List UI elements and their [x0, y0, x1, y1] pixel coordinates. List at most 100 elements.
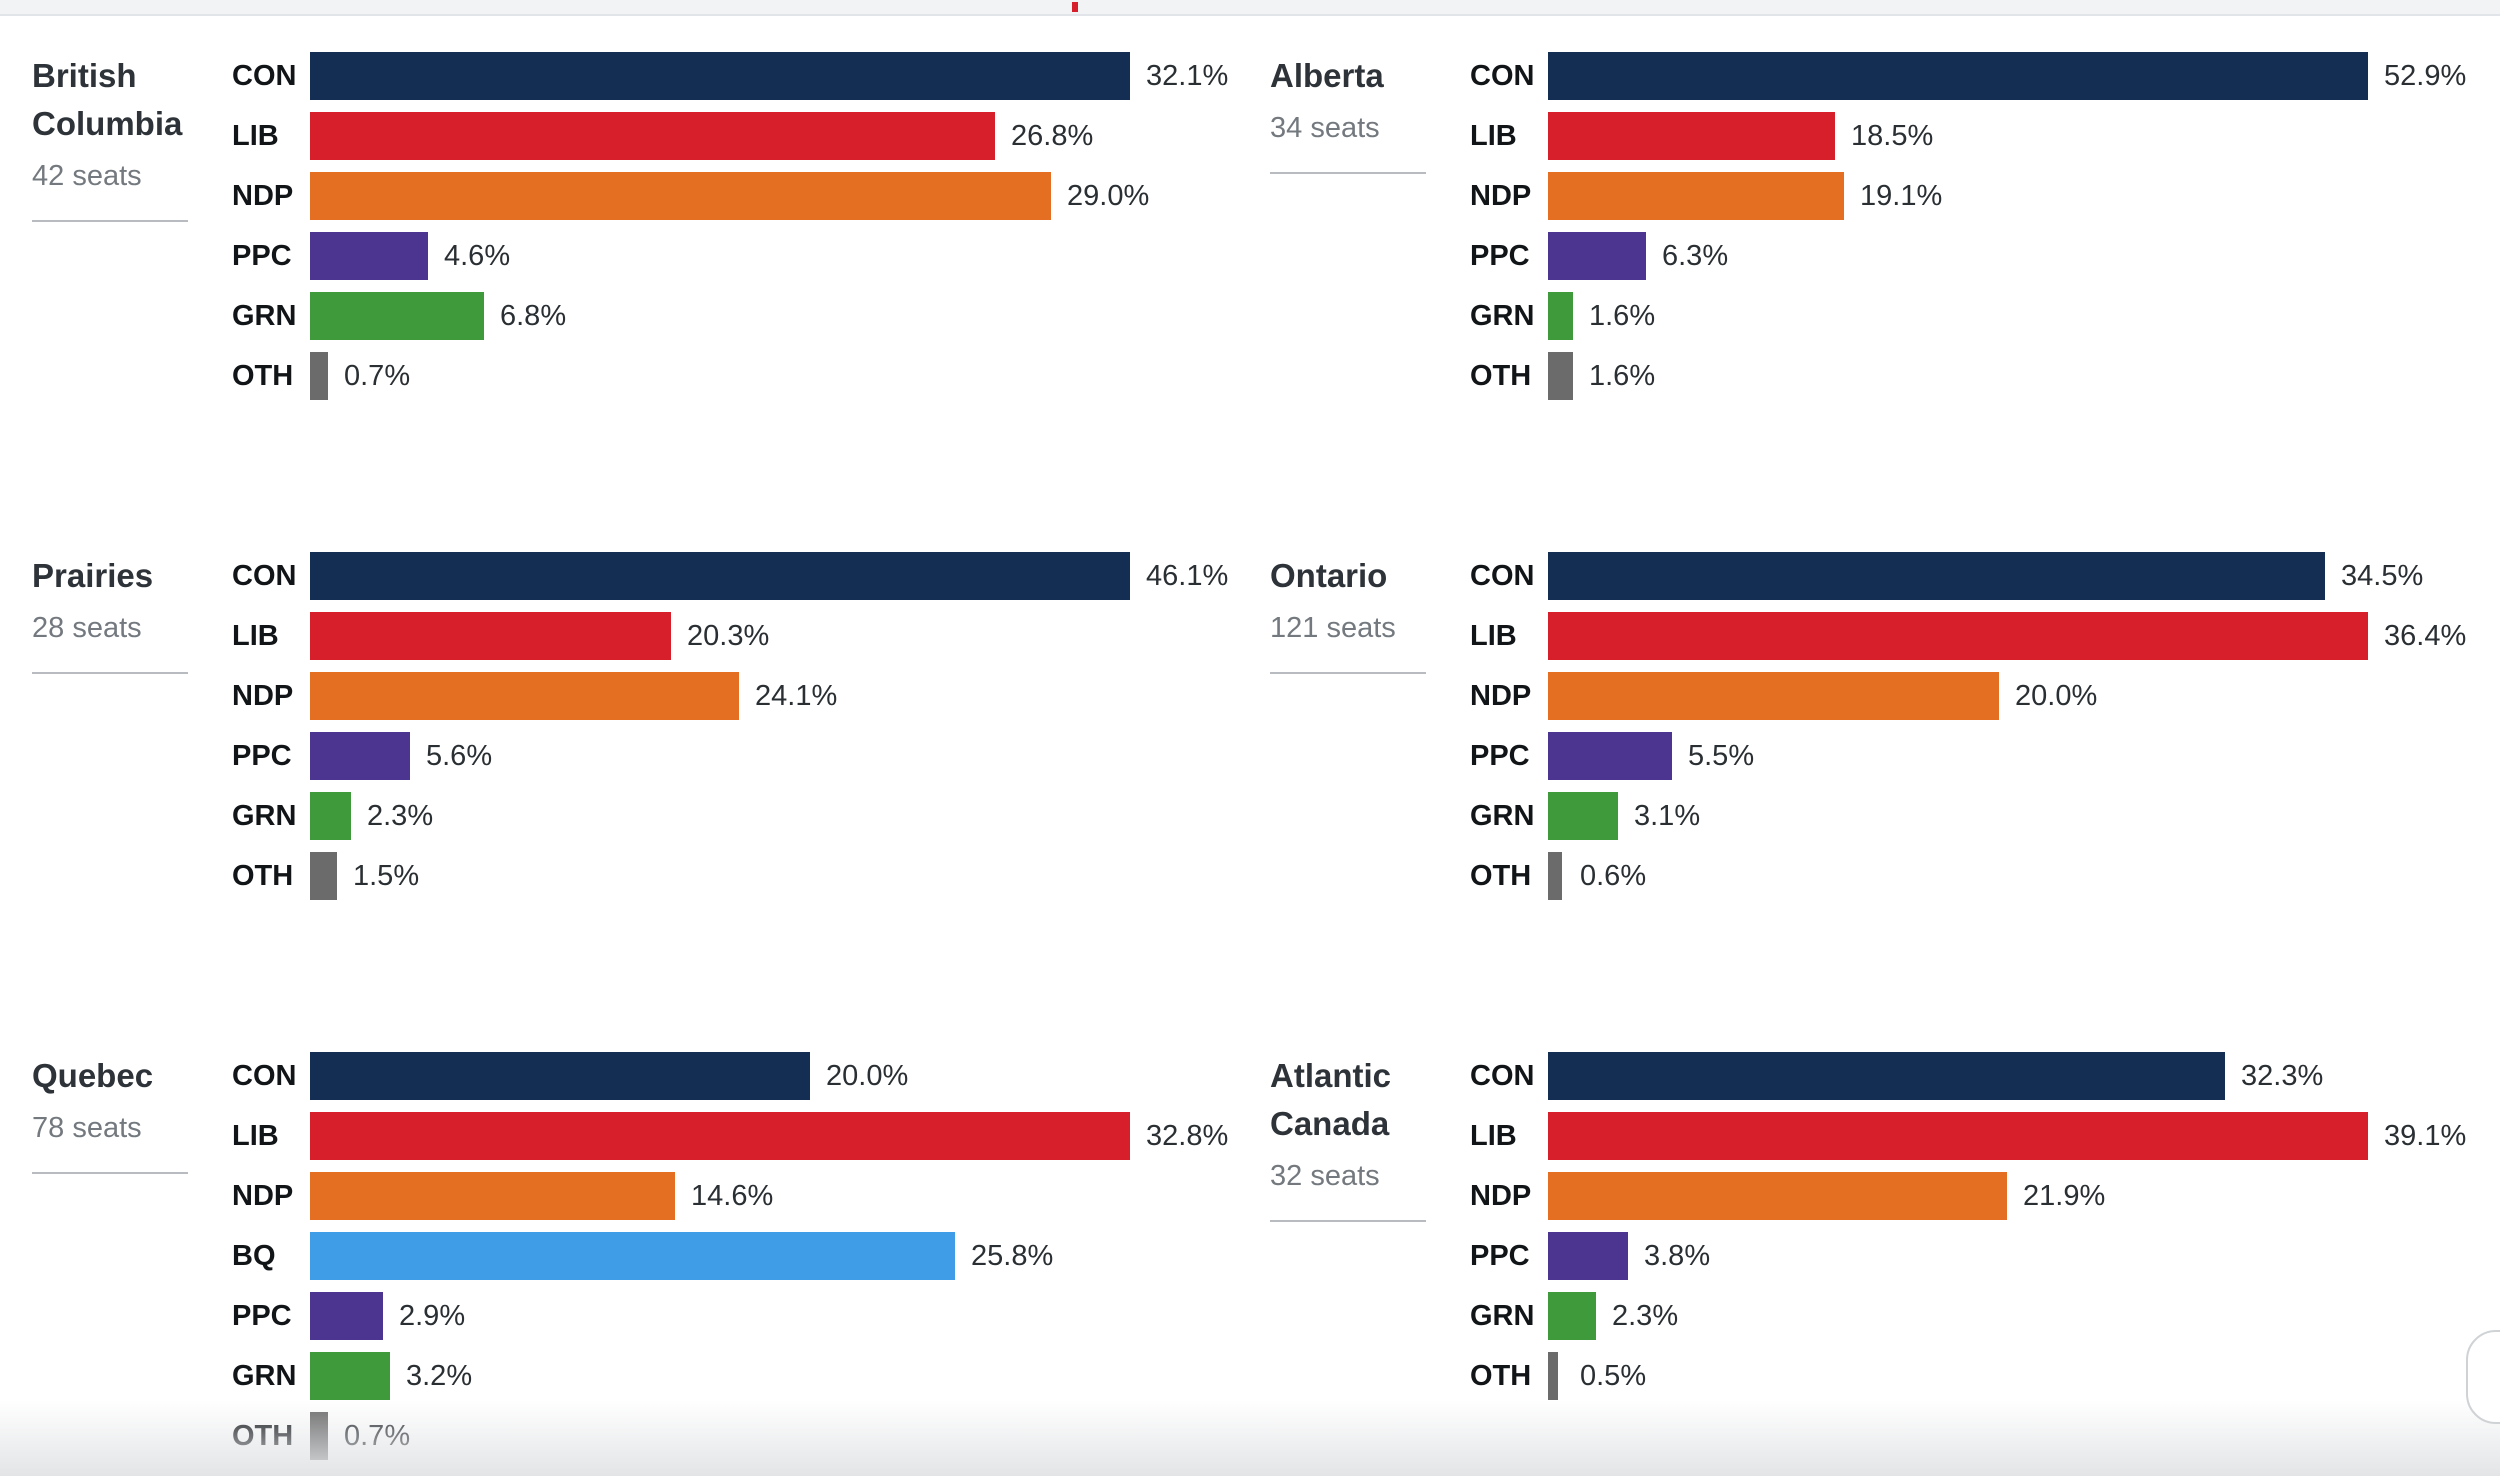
- region-header: British Columbia 42 seats: [32, 52, 188, 222]
- party-label: GRN: [232, 800, 297, 832]
- vote-share-label: 19.1%: [1860, 180, 1943, 212]
- vote-share-bar: [310, 352, 328, 400]
- vote-share-bar: [310, 1172, 675, 1220]
- vote-share-label: 46.1%: [1146, 560, 1229, 592]
- vote-share-bar: [310, 732, 410, 780]
- party-label: CON: [232, 1060, 297, 1092]
- party-label: NDP: [1470, 680, 1532, 712]
- vote-share-bar: [310, 292, 484, 340]
- region-header: Alberta 34 seats: [1270, 52, 1426, 174]
- top-bar-accent: [1072, 2, 1078, 12]
- party-row: NDP 19.1%: [1270, 172, 2500, 220]
- party-row: GRN 2.3%: [1270, 1292, 2500, 1340]
- vote-share-bar: [1548, 552, 2325, 600]
- party-label: LIB: [232, 120, 279, 152]
- party-label: PPC: [1470, 1240, 1530, 1272]
- party-row: LIB 39.1%: [1270, 1112, 2500, 1160]
- vote-share-label: 34.5%: [2341, 560, 2424, 592]
- party-row: GRN 2.3%: [32, 792, 1272, 840]
- party-row: LIB 26.8%: [32, 112, 1272, 160]
- party-row: PPC 4.6%: [32, 232, 1272, 280]
- vote-share-label: 5.5%: [1688, 740, 1755, 772]
- party-row: CON 20.0%: [32, 1052, 1272, 1100]
- region-name: Prairies: [32, 557, 154, 594]
- party-row: PPC 3.8%: [1270, 1232, 2500, 1280]
- party-row: LIB 32.8%: [32, 1112, 1272, 1160]
- vote-share-label: 0.5%: [1580, 1360, 1647, 1392]
- vote-share-label: 39.1%: [2384, 1120, 2467, 1152]
- vote-share-bar: [1548, 1232, 1628, 1280]
- region-header: Prairies 28 seats: [32, 552, 188, 674]
- region-header: Atlantic Canada 32 seats: [1270, 1052, 1426, 1222]
- party-label: GRN: [1470, 300, 1535, 332]
- party-label: BQ: [232, 1240, 276, 1272]
- party-label: LIB: [232, 620, 279, 652]
- party-label: PPC: [1470, 740, 1530, 772]
- party-label: CON: [1470, 60, 1535, 92]
- party-label: LIB: [1470, 120, 1517, 152]
- vote-share-label: 18.5%: [1851, 120, 1934, 152]
- vote-share-label: 6.3%: [1662, 240, 1729, 272]
- party-row: GRN 3.2%: [32, 1352, 1272, 1400]
- party-row: PPC 5.6%: [32, 732, 1272, 780]
- region-seats: 42 seats: [32, 160, 142, 192]
- vote-share-bar: [1548, 1292, 1596, 1340]
- vote-share-bar: [310, 232, 428, 280]
- vote-share-bar: [310, 1052, 810, 1100]
- party-label: OTH: [232, 1420, 294, 1452]
- party-row: NDP 14.6%: [32, 1172, 1272, 1220]
- vote-share-bar: [1548, 792, 1618, 840]
- vote-share-label: 2.3%: [1612, 1300, 1679, 1332]
- vote-share-bar: [310, 672, 739, 720]
- vote-share-bar: [310, 1412, 328, 1460]
- vote-share-bar: [1548, 612, 2368, 660]
- vote-share-bar: [1548, 1052, 2225, 1100]
- vote-share-bar: [1548, 1172, 2007, 1220]
- vote-share-label: 20.0%: [826, 1060, 909, 1092]
- region-name: Alberta: [1270, 57, 1384, 94]
- party-row: CON 32.1%: [32, 52, 1272, 100]
- party-label: CON: [1470, 560, 1535, 592]
- party-row: NDP 24.1%: [32, 672, 1272, 720]
- vote-share-label: 6.8%: [500, 300, 567, 332]
- vote-share-label: 29.0%: [1067, 180, 1150, 212]
- party-row: OTH 0.7%: [32, 352, 1272, 400]
- region-name: Atlantic Canada: [1270, 1057, 1392, 1142]
- vote-share-label: 2.9%: [399, 1300, 466, 1332]
- party-label: OTH: [1470, 360, 1532, 392]
- vote-share-bar: [310, 1352, 390, 1400]
- party-label: OTH: [232, 360, 294, 392]
- vote-share-label: 5.6%: [426, 740, 493, 772]
- party-label: PPC: [1470, 240, 1530, 272]
- party-label: GRN: [232, 300, 297, 332]
- party-label: OTH: [1470, 1360, 1532, 1392]
- party-label: PPC: [232, 240, 292, 272]
- vote-share-label: 25.8%: [971, 1240, 1054, 1272]
- scroll-edge-button[interactable]: [2466, 1330, 2500, 1424]
- vote-share-bar: [310, 612, 671, 660]
- vote-share-label: 32.8%: [1146, 1120, 1229, 1152]
- region-seats: 78 seats: [32, 1112, 142, 1144]
- party-row: GRN 1.6%: [1270, 292, 2500, 340]
- top-bar: [0, 0, 2500, 16]
- party-row: CON 52.9%: [1270, 52, 2500, 100]
- vote-share-label: 1.6%: [1589, 360, 1656, 392]
- party-row: LIB 18.5%: [1270, 112, 2500, 160]
- vote-share-bar: [1548, 172, 1844, 220]
- vote-share-bar: [1548, 292, 1573, 340]
- party-row: CON 34.5%: [1270, 552, 2500, 600]
- party-label: CON: [232, 60, 297, 92]
- party-label: LIB: [1470, 620, 1517, 652]
- party-label: GRN: [1470, 800, 1535, 832]
- party-label: CON: [232, 560, 297, 592]
- vote-share-bar: [310, 1112, 1130, 1160]
- vote-share-label: 20.3%: [687, 620, 770, 652]
- party-row: OTH 1.6%: [1270, 352, 2500, 400]
- vote-share-label: 24.1%: [755, 680, 838, 712]
- party-row: PPC 6.3%: [1270, 232, 2500, 280]
- party-row: NDP 21.9%: [1270, 1172, 2500, 1220]
- party-row: GRN 3.1%: [1270, 792, 2500, 840]
- vote-share-bar: [1548, 672, 1999, 720]
- vote-share-bar: [1548, 112, 1835, 160]
- vote-share-bar: [1548, 232, 1646, 280]
